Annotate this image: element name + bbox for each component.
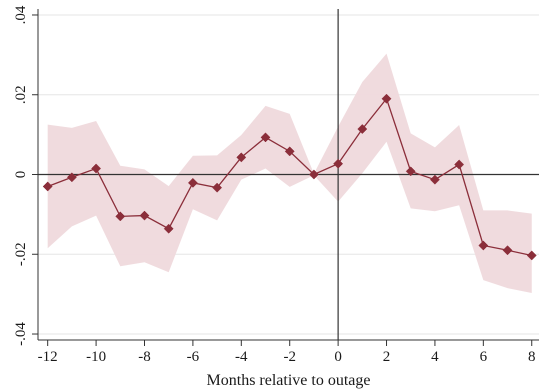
data-point-11	[308, 169, 319, 180]
data-point-17	[454, 159, 465, 170]
data-point-3	[115, 211, 126, 222]
x-tick-label-8: 4	[431, 349, 439, 365]
x-tick-label-7: 2	[383, 349, 391, 365]
data-point-9	[260, 132, 271, 143]
data-point-20	[526, 250, 537, 261]
data-point-4	[139, 210, 150, 221]
axes: -12 -10 -8 -6 -4 -2 0 2 4 6 8 -.04 -.02 0 .02 .04	[13, 5, 539, 365]
data-point-7	[212, 182, 223, 193]
x-tick-label-3: -6	[187, 349, 200, 365]
data-point-8	[236, 152, 247, 163]
confidence-band	[47, 53, 532, 293]
x-axis-title: Months relative to outage	[207, 372, 371, 389]
data-point-16	[429, 174, 440, 185]
series-group	[42, 93, 537, 261]
y-tick-label-0: -.04	[13, 322, 29, 346]
y-tick-label-1: -.02	[13, 242, 29, 266]
data-point-14	[381, 93, 392, 104]
y-tick-label-4: .04	[13, 5, 29, 24]
x-tick-label-1: -10	[86, 349, 106, 365]
x-tick-label-2: -8	[138, 349, 151, 365]
data-point-10	[284, 146, 295, 157]
data-point-15	[405, 166, 416, 177]
data-point-12	[333, 158, 344, 169]
data-point-6	[187, 177, 198, 188]
x-tick-label-6: 0	[334, 349, 342, 365]
data-point-2	[91, 163, 102, 174]
data-point-5	[163, 223, 174, 234]
data-point-0	[42, 181, 53, 192]
x-tick-label-0: -12	[38, 349, 58, 365]
confidence-band-group	[47, 53, 532, 293]
x-tick-label-4: -4	[235, 349, 248, 365]
x-tick-label-10: 8	[528, 349, 536, 365]
data-point-19	[502, 245, 513, 256]
reference-lines	[38, 9, 539, 340]
y-tick-label-3: .02	[13, 85, 29, 104]
data-point-1	[66, 172, 77, 183]
data-point-18	[478, 240, 489, 251]
data-point-13	[357, 124, 368, 134]
x-tick-label-9: 6	[480, 349, 488, 365]
x-tick-label-5: -2	[283, 349, 296, 365]
y-tick-label-2: 0	[13, 171, 29, 179]
